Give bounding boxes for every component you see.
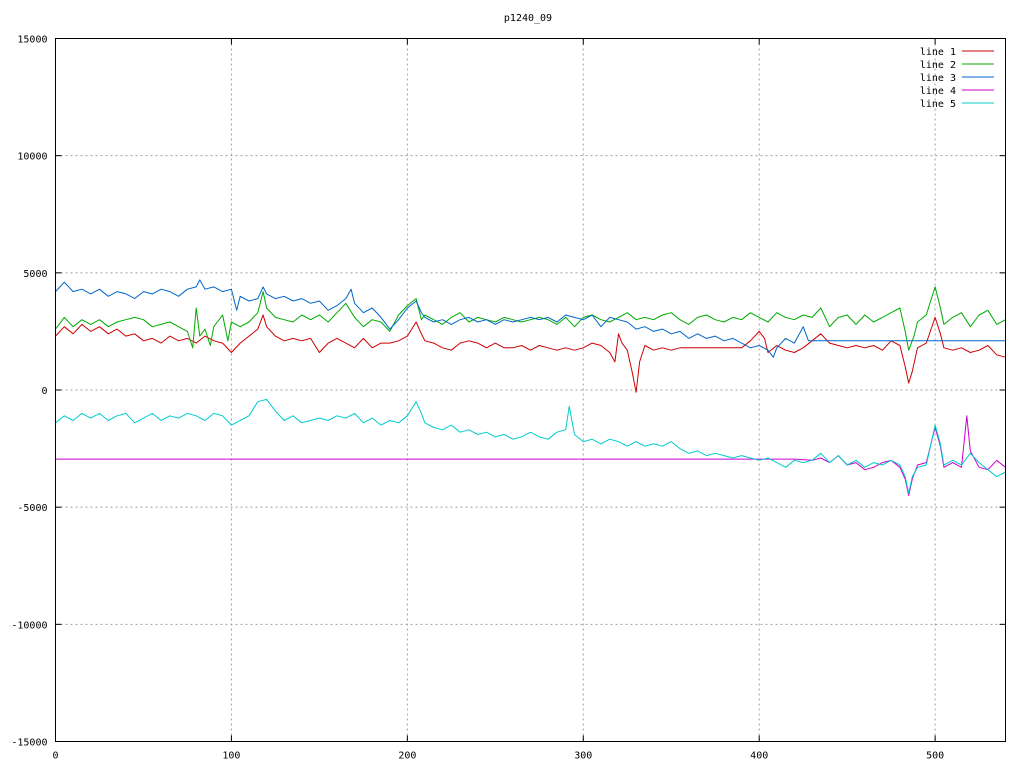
legend-label-5: line 5 [920, 99, 956, 110]
x-tick-label: 100 [222, 751, 240, 762]
y-tick-label: 15000 [17, 35, 47, 46]
plot-frame [55, 38, 1006, 742]
y-tick-label: 0 [41, 386, 47, 397]
legend-label-4: line 4 [920, 86, 956, 97]
series-line-3 [55, 279, 1006, 358]
chart-title: p1240_09 [504, 13, 552, 24]
grid [55, 38, 1006, 742]
y-tick-label: 5000 [23, 269, 47, 280]
x-tick-label: 200 [398, 751, 416, 762]
axis-ticks: 0 100 200 300 400 500 -15000 -10000 -5000 0 5000 10… [11, 35, 1006, 762]
legend: line 1 line 2 line 3 line 4 line 5 [920, 47, 994, 110]
series-line-5 [55, 398, 1006, 494]
legend-label-1: line 1 [920, 47, 956, 58]
y-tick-label: 10000 [17, 152, 47, 163]
series-lines [55, 279, 1006, 496]
x-tick-label: 0 [52, 751, 58, 762]
x-tick-label: 300 [574, 751, 592, 762]
series-line-1 [55, 314, 1006, 393]
series-line-4 [55, 415, 1006, 496]
y-tick-label: -15000 [11, 738, 47, 749]
x-tick-label: 500 [926, 751, 944, 762]
legend-label-3: line 3 [920, 73, 956, 84]
legend-label-2: line 2 [920, 60, 956, 71]
y-tick-label: -10000 [11, 620, 47, 631]
y-tick-label: -5000 [17, 503, 47, 514]
x-tick-label: 400 [750, 751, 768, 762]
